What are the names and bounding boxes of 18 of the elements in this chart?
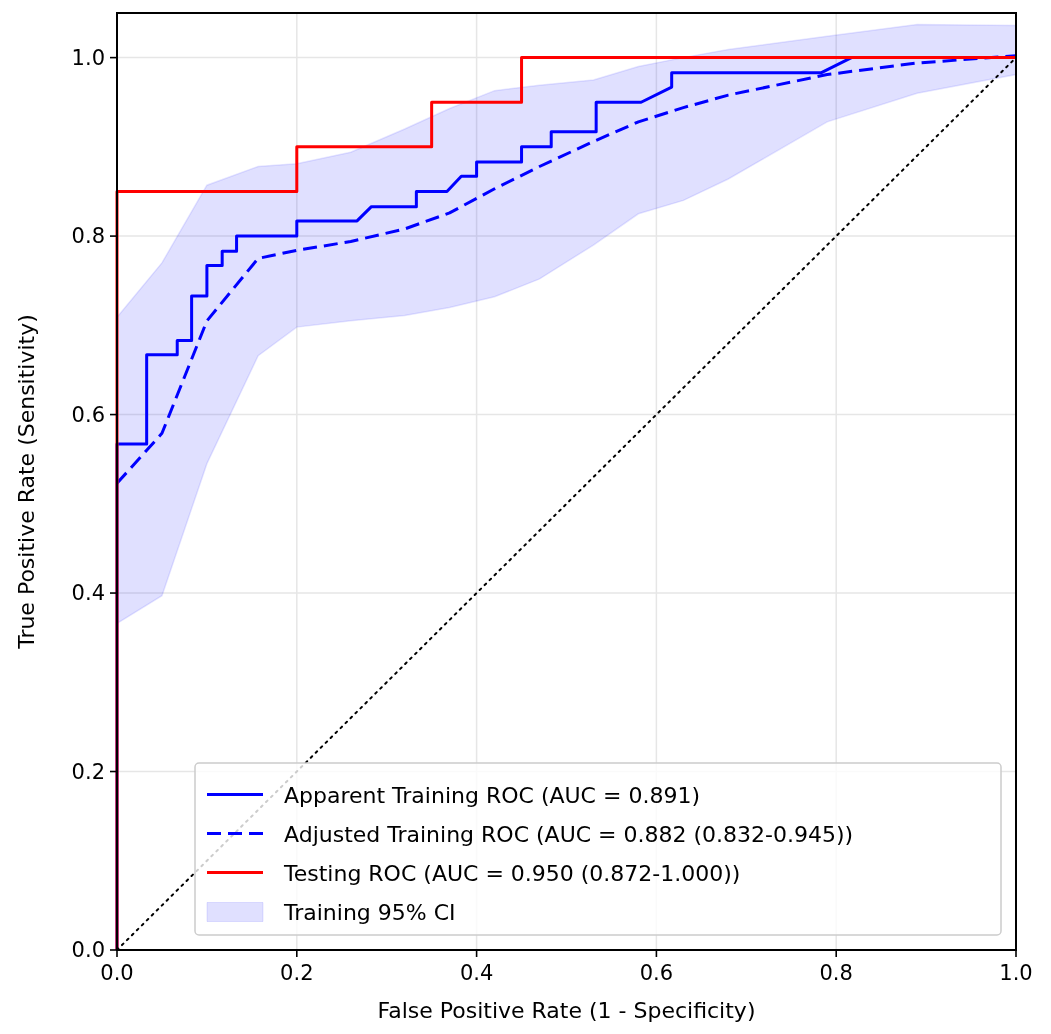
x-tick-label: 0.8: [819, 961, 853, 985]
y-tick-label: 1.0: [71, 45, 105, 70]
y-tick-label: 0.8: [71, 224, 105, 249]
y-tick-label: 0.2: [71, 759, 105, 784]
y-axis-title: True Positive Rate (Sensitivity): [14, 314, 39, 650]
legend-label: Apparent Training ROC (AUC = 0.891): [284, 782, 700, 808]
y-tick-label: 0.6: [71, 402, 105, 427]
x-tick-label: 0.0: [100, 961, 134, 985]
annotation: Training 95% CI: [283, 899, 456, 925]
x-tick-label: 0.2: [280, 961, 314, 985]
y-tick-label: 0.4: [71, 581, 105, 606]
x-tick-label: 0.6: [639, 961, 674, 985]
x-tick-label: 0.4: [459, 961, 494, 985]
y-tick-label: 0.0: [71, 938, 105, 962]
x-tick-label: 1.0: [999, 961, 1033, 985]
legend-label: Testing ROC (AUC = 0.950 (0.872-1.000)): [283, 860, 741, 886]
legend-label: Adjusted Training ROC (AUC = 0.882 (0.832-0.945)): [284, 821, 854, 847]
x-axis-title: False Positive Rate (1 - Specificity): [377, 998, 756, 1023]
